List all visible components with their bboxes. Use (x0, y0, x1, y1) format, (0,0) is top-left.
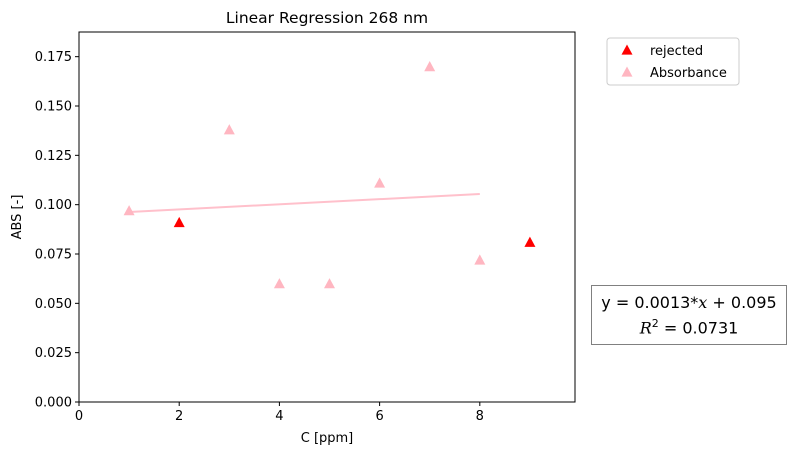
data-point-absorbance (424, 61, 436, 72)
y-tick-label: 0.025 (35, 346, 72, 361)
data-point-absorbance (374, 177, 386, 188)
legend-label-absorbance: Absorbance (650, 66, 727, 81)
regression-equation-box: y = 0.0013*x + 0.095 R2 = 0.0731 (591, 285, 787, 345)
legend-frame (606, 37, 740, 86)
x-axis-label: C [ppm] (301, 431, 354, 446)
data-point-absorbance (273, 278, 285, 289)
data-point-rejected (173, 216, 185, 228)
x-tick-label: 8 (476, 409, 484, 424)
x-tick-label: 2 (175, 409, 183, 424)
data-point-absorbance (223, 124, 235, 135)
y-tick-label: 0.150 (35, 100, 72, 115)
y-tick-label: 0.100 (35, 198, 72, 213)
legend-marker-absorbance (621, 66, 633, 77)
data-point-absorbance (123, 205, 135, 216)
x-tick-label: 0 (75, 409, 83, 424)
legend-marker-rejected (621, 44, 633, 55)
y-tick-label: 0.050 (35, 297, 72, 312)
data-point-rejected (524, 236, 536, 247)
y-tick-label: 0.000 (35, 396, 72, 411)
y-axis-label: ABS [-] (10, 195, 25, 240)
regression-line (129, 193, 480, 213)
y-tick-label: 0.075 (35, 248, 72, 263)
x-tick-label: 6 (375, 409, 383, 424)
r-squared: R2 = 0.0731 (639, 316, 739, 338)
regression-equation: y = 0.0013*x + 0.095 (601, 292, 777, 312)
y-tick-label: 0.175 (35, 50, 72, 65)
data-point-absorbance (324, 278, 336, 289)
plot-area: 0 2 4 6 8 0.000 0.025 0.050 0.075 0.100 0.125 0.150… (35, 31, 576, 424)
plot-frame (78, 31, 576, 403)
legend-label-rejected: rejected (650, 44, 703, 59)
legend: rejected Absorbance (606, 37, 740, 86)
x-tick-label: 4 (275, 409, 283, 424)
y-tick-label: 0.125 (35, 149, 72, 164)
chart-title: Linear Regression 268 nm (226, 9, 428, 27)
data-point-absorbance (474, 254, 486, 265)
